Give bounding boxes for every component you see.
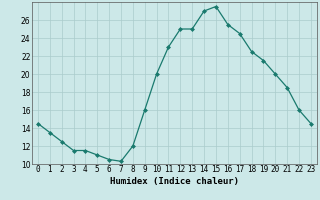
X-axis label: Humidex (Indice chaleur): Humidex (Indice chaleur): [110, 177, 239, 186]
